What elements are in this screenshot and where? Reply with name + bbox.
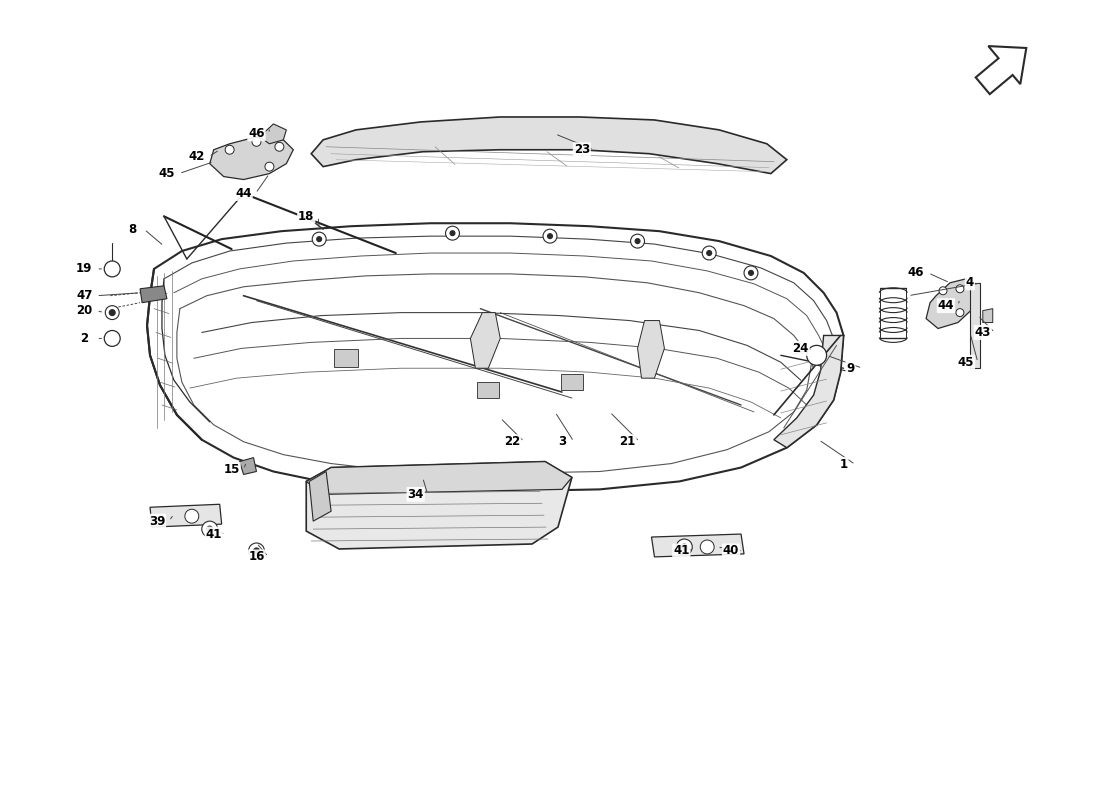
Polygon shape [561,374,583,390]
Circle shape [744,266,758,280]
Polygon shape [260,124,286,144]
Circle shape [312,232,326,246]
Text: 16: 16 [249,550,265,563]
Circle shape [106,306,119,319]
Polygon shape [240,458,256,474]
Circle shape [748,270,754,275]
Polygon shape [970,283,980,368]
Circle shape [249,543,264,559]
Polygon shape [311,117,786,174]
Circle shape [201,521,218,537]
Text: 43: 43 [975,326,991,339]
Circle shape [701,540,714,554]
Text: 20: 20 [76,304,92,317]
Text: 40: 40 [723,545,739,558]
Text: 24: 24 [792,342,808,355]
Text: 44: 44 [235,187,252,200]
Circle shape [104,261,120,277]
Polygon shape [210,137,294,179]
Circle shape [939,286,947,294]
Text: 3: 3 [558,435,566,448]
Circle shape [185,510,199,523]
Circle shape [676,539,692,555]
Text: 18: 18 [298,210,315,222]
Polygon shape [926,279,976,329]
Circle shape [109,310,116,315]
Text: 21: 21 [619,435,636,448]
Text: 9: 9 [846,362,855,374]
Text: 45: 45 [958,356,975,369]
Polygon shape [651,534,744,557]
Text: 41: 41 [673,545,690,558]
Polygon shape [333,350,359,367]
Circle shape [548,234,552,238]
Polygon shape [306,462,572,494]
Text: 15: 15 [223,463,240,476]
Text: 1: 1 [839,458,848,471]
Text: 2: 2 [80,332,88,345]
Text: 46: 46 [249,127,265,140]
Text: 4: 4 [966,276,974,290]
Circle shape [275,142,284,151]
Circle shape [450,230,455,236]
Polygon shape [477,382,499,398]
Polygon shape [471,313,501,368]
Circle shape [702,246,716,260]
Polygon shape [774,335,844,448]
Polygon shape [638,321,664,378]
Circle shape [104,330,120,346]
Text: 22: 22 [504,435,520,448]
Circle shape [681,544,688,550]
Text: 47: 47 [76,290,92,302]
Polygon shape [309,471,331,521]
Text: 41: 41 [206,527,222,541]
Text: 42: 42 [188,150,205,163]
Text: 34: 34 [407,488,424,501]
Polygon shape [150,504,222,527]
Circle shape [265,162,274,171]
Circle shape [252,138,261,146]
Polygon shape [140,286,167,302]
Polygon shape [976,46,1026,94]
Circle shape [253,548,260,554]
Circle shape [806,346,826,366]
Text: 8: 8 [128,222,136,236]
Circle shape [317,237,321,242]
Polygon shape [982,309,993,322]
Circle shape [635,238,640,243]
Circle shape [226,146,234,154]
Polygon shape [306,462,572,549]
Circle shape [706,250,712,255]
Circle shape [956,309,964,317]
Text: 23: 23 [574,143,590,156]
Text: 44: 44 [937,299,954,312]
Circle shape [446,226,460,240]
Text: 46: 46 [908,266,924,279]
Circle shape [956,285,964,293]
Circle shape [630,234,645,248]
Circle shape [543,229,557,243]
Circle shape [207,526,212,532]
Text: 39: 39 [148,514,165,528]
Text: 19: 19 [76,262,92,275]
Text: 45: 45 [158,167,175,180]
